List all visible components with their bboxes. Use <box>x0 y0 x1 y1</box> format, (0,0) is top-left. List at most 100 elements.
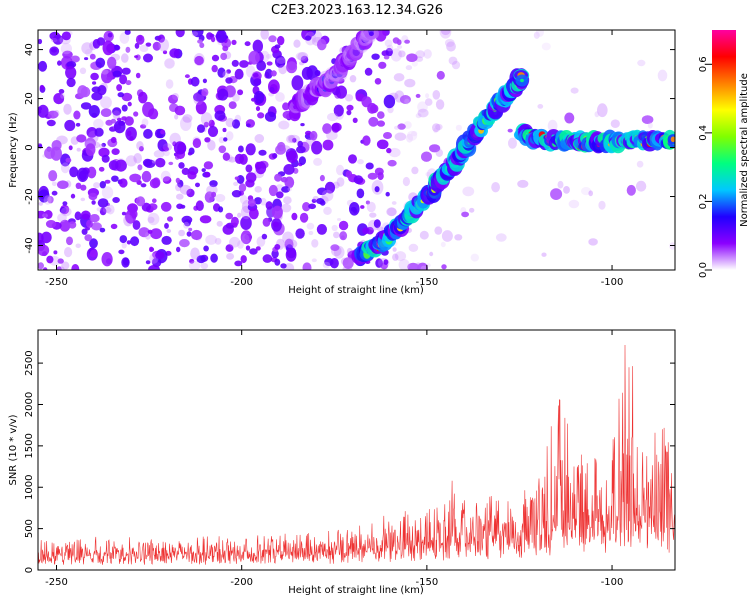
heatmap-cell <box>38 60 48 72</box>
heatmap-cell <box>228 101 237 109</box>
heatmap-cell <box>39 84 45 90</box>
heatmap-cell <box>66 61 77 68</box>
heatmap-cell <box>196 255 206 264</box>
heatmap-cell <box>93 182 101 189</box>
heatmap-cell <box>140 183 147 188</box>
heatmap-cell <box>344 94 354 102</box>
heatmap-cell <box>201 91 207 96</box>
heatmap-cell <box>161 235 172 245</box>
heatmap-cell <box>181 167 190 175</box>
y-tick-label: 20 <box>24 92 35 105</box>
heatmap-cell <box>214 110 226 121</box>
heatmap-cell <box>148 108 159 120</box>
heatmap-cell <box>404 78 416 88</box>
heatmap-cell <box>90 72 99 81</box>
heatmap-cell <box>68 145 73 151</box>
heatmap-cell <box>278 64 288 75</box>
heatmap-cell <box>189 258 195 264</box>
x-tick-label: -250 <box>45 277 68 288</box>
heatmap-cell <box>61 31 71 41</box>
heatmap-cell <box>253 78 262 86</box>
heatmap-cell <box>461 211 469 218</box>
heatmap-cell <box>98 147 110 158</box>
heatmap-cell <box>84 234 92 242</box>
heatmap-cell <box>210 36 216 43</box>
heatmap-cell <box>385 47 393 57</box>
heatmap-cell <box>68 221 77 229</box>
heatmap-cell <box>387 159 397 167</box>
heatmap-cell <box>240 255 247 264</box>
heatmap-cell <box>190 76 200 87</box>
heatmap-cell <box>222 45 229 52</box>
heatmap-cell <box>371 53 380 60</box>
heatmap-cell <box>173 141 186 155</box>
heatmap-cell <box>636 160 644 168</box>
heatmap-cell <box>547 119 558 132</box>
heatmap-cell <box>101 154 110 163</box>
heatmap-cell <box>657 69 668 82</box>
heatmap-cell <box>217 88 229 101</box>
heatmap-cell <box>444 39 455 47</box>
heatmap-cell <box>239 60 249 68</box>
heatmap-cell <box>541 42 551 51</box>
y-tick-label: 1500 <box>24 433 35 458</box>
heatmap-cell <box>57 180 69 189</box>
heatmap-cell <box>51 37 58 43</box>
heatmap-cell <box>183 219 191 227</box>
heatmap-cell <box>626 184 636 196</box>
heatmap-cell <box>394 132 407 141</box>
heatmap-cell <box>98 166 105 172</box>
heatmap-cell <box>454 234 463 241</box>
heatmap-cell <box>59 206 67 214</box>
heatmap-cell <box>51 181 57 187</box>
heatmap-cell <box>38 210 47 219</box>
heatmap-cell <box>50 146 62 161</box>
heatmap-cell <box>311 140 323 155</box>
heatmap-cell <box>207 126 219 137</box>
heatmap-cell <box>286 61 298 74</box>
heatmap-cell <box>346 247 353 255</box>
heatmap-cell <box>260 30 269 40</box>
heatmap-cell <box>65 66 77 80</box>
heatmap-cell <box>364 67 373 76</box>
heatmap-cell <box>297 140 304 148</box>
heatmap-cell <box>80 102 92 110</box>
heatmap-cell <box>220 52 228 61</box>
heatmap-cell <box>357 159 364 165</box>
heatmap-cell <box>192 138 202 149</box>
heatmap-cell <box>323 206 332 215</box>
heatmap-cell <box>104 179 111 184</box>
heatmap-cell <box>124 30 131 35</box>
heatmap-cell <box>136 141 144 151</box>
heatmap-cell <box>283 196 292 205</box>
heatmap-cell <box>353 175 364 185</box>
heatmap-cell <box>302 202 311 212</box>
heatmap-cell <box>135 196 146 207</box>
heatmap-cell <box>60 42 72 55</box>
heatmap-cell <box>38 262 44 270</box>
heatmap-cell <box>116 117 122 122</box>
heatmap-cell <box>47 110 59 119</box>
heatmap-cell <box>448 56 458 65</box>
heatmap-cell <box>297 52 309 62</box>
x-tick-label: -100 <box>601 577 624 588</box>
heatmap-cell <box>129 209 138 219</box>
heatmap-cell <box>211 64 218 73</box>
heatmap-cell <box>330 244 340 252</box>
x-tick-label: -150 <box>416 577 439 588</box>
heatmap-cell <box>304 35 312 41</box>
heatmap-cell <box>175 183 182 192</box>
heatmap-cell <box>570 87 579 94</box>
heatmap-cell <box>329 258 339 269</box>
heatmap-cell <box>124 116 134 126</box>
heatmap-cell <box>234 260 243 267</box>
heatmap-cell <box>199 42 205 48</box>
heatmap-cell <box>280 176 288 183</box>
heatmap-cell <box>309 130 318 141</box>
heatmap-cell <box>97 198 109 208</box>
heatmap-cell <box>86 219 93 228</box>
heatmap-cell <box>113 120 126 134</box>
spectrogram-y-ticks: -40 -20 0 20 40 <box>24 43 675 254</box>
heatmap-cell <box>174 114 179 120</box>
heatmap-cell <box>262 254 273 263</box>
